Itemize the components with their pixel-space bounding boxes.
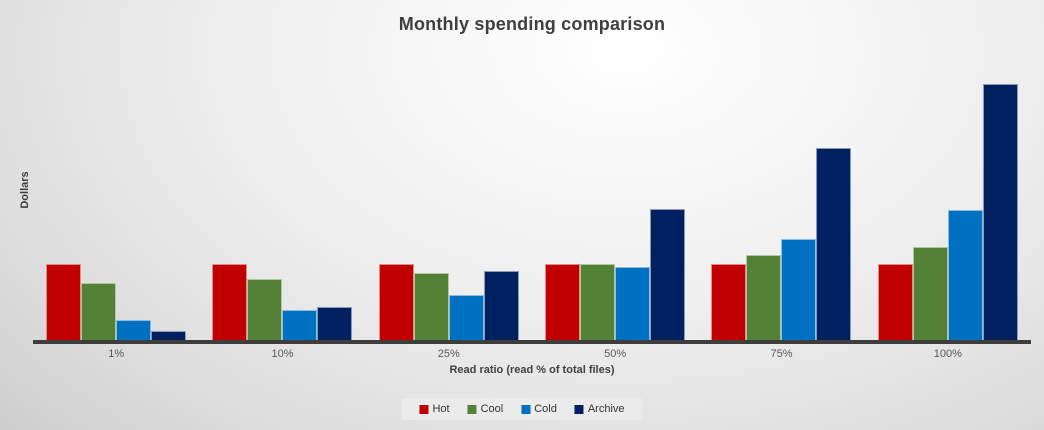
legend-item-cool: Cool xyxy=(467,403,504,415)
bar-archive-75 xyxy=(816,148,852,340)
bar-group-50 xyxy=(532,209,698,340)
bar-hot-50 xyxy=(545,264,581,340)
bar-cold-25 xyxy=(448,295,484,340)
bar-hot-10 xyxy=(212,264,248,340)
bar-cold-50 xyxy=(615,267,651,340)
legend: Hot Cool Cold Archive xyxy=(401,398,643,420)
bar-cool-50 xyxy=(580,264,616,340)
bar-archive-10 xyxy=(317,307,353,340)
x-tick-25: 25% xyxy=(437,348,460,360)
bar-cool-25 xyxy=(413,273,449,340)
bar-archive-25 xyxy=(483,271,519,340)
bar-cool-75 xyxy=(746,255,782,340)
bar-cold-100 xyxy=(947,210,983,340)
bar-cool-10 xyxy=(247,279,283,340)
legend-item-cold: Cold xyxy=(521,403,557,415)
x-tick-10: 10% xyxy=(271,348,294,360)
bar-hot-1 xyxy=(46,264,82,340)
x-tick-1: 1% xyxy=(108,348,125,360)
legend-item-archive: Archive xyxy=(574,403,625,415)
legend-swatch-archive-icon xyxy=(574,404,584,414)
legend-item-hot: Hot xyxy=(419,403,450,415)
bar-archive-1 xyxy=(151,331,187,340)
x-tick-75: 75% xyxy=(770,348,793,360)
bar-archive-50 xyxy=(650,209,686,340)
bar-cold-1 xyxy=(116,320,152,340)
bar-archive-100 xyxy=(982,84,1018,340)
x-axis-line xyxy=(33,340,1031,344)
chart-title: Monthly spending comparison xyxy=(398,14,666,34)
bar-hot-75 xyxy=(711,264,747,340)
legend-label-cool: Cool xyxy=(480,403,504,415)
legend-label-cold: Cold xyxy=(534,403,557,415)
x-tick-100: 100% xyxy=(933,348,962,360)
bar-hot-25 xyxy=(378,264,414,340)
legend-swatch-cool-icon xyxy=(467,404,477,414)
x-tick-row: 1% 10% 25% 50% 75% 100% xyxy=(33,348,1031,360)
bar-group-25 xyxy=(366,264,532,340)
legend-swatch-hot-icon xyxy=(419,404,429,414)
bar-cool-100 xyxy=(912,247,948,340)
bar-hot-100 xyxy=(877,264,913,340)
bar-cold-75 xyxy=(781,239,817,340)
bar-group-100 xyxy=(865,84,1031,340)
bar-group-75 xyxy=(698,148,864,340)
x-tick-50: 50% xyxy=(604,348,627,360)
bars-area xyxy=(33,0,1031,340)
bar-cold-10 xyxy=(282,310,318,340)
legend-label-archive: Archive xyxy=(587,403,625,415)
y-axis-title: Dollars xyxy=(19,171,31,209)
bar-group-10 xyxy=(199,264,365,340)
bar-group-1 xyxy=(33,264,199,340)
x-axis-title: Read ratio (read % of total files) xyxy=(449,364,615,376)
bar-cool-1 xyxy=(81,283,117,340)
legend-label-hot: Hot xyxy=(432,403,450,415)
legend-swatch-cold-icon xyxy=(521,404,531,414)
